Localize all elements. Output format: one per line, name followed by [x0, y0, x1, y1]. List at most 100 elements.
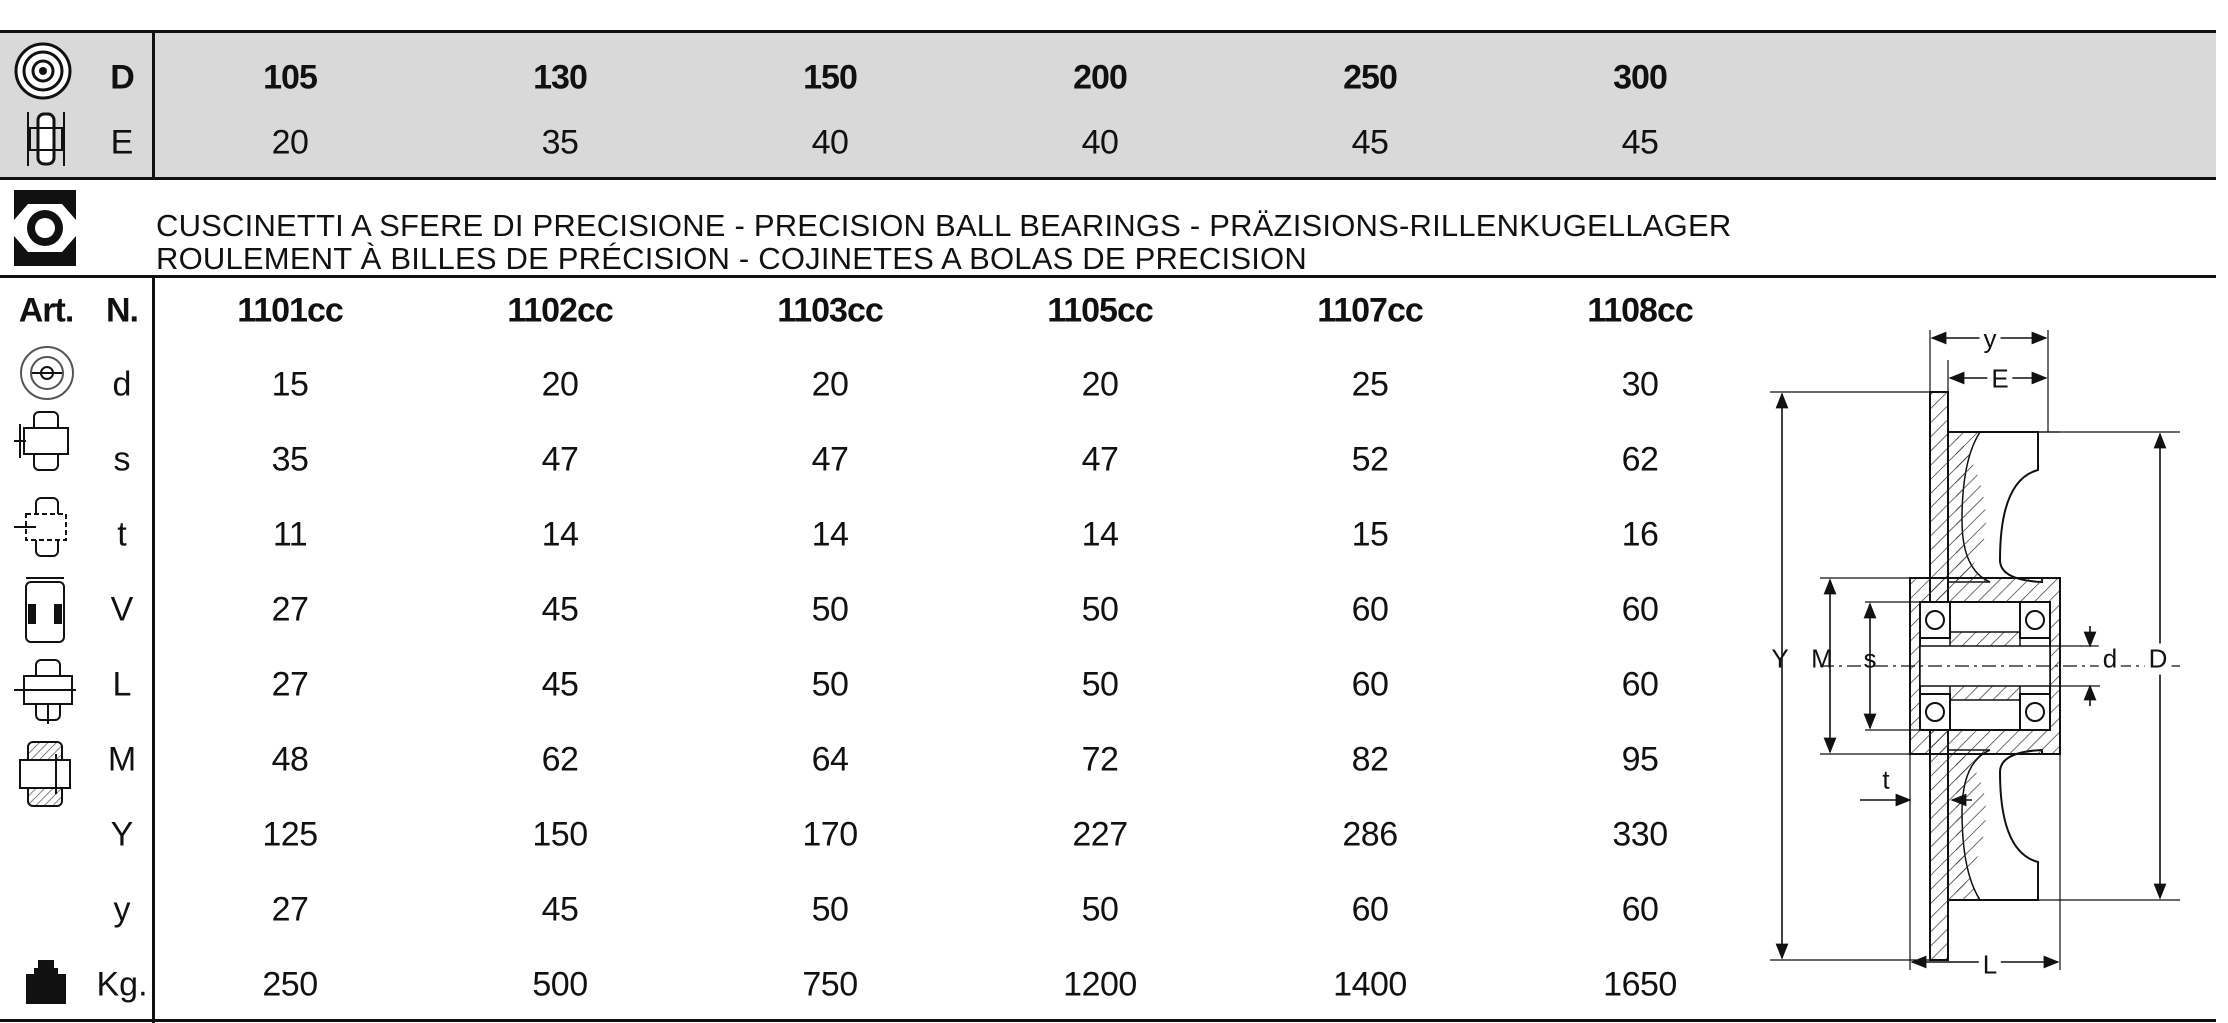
article-header: 1103cc	[777, 291, 884, 330]
table-cell: 20	[811, 365, 849, 404]
column-header-n: N.	[106, 291, 139, 330]
diagram-label-E: E	[1987, 363, 2013, 395]
table-cell: 95	[1621, 740, 1659, 779]
table-cell: 60	[1621, 665, 1659, 704]
table-cell: 47	[1081, 440, 1119, 479]
table-cell: 60	[1621, 590, 1659, 629]
table-cell: 15	[271, 365, 309, 404]
table-divider	[152, 278, 155, 1023]
table-cell: 250	[262, 965, 318, 1004]
row-label-M: M	[107, 740, 137, 779]
diagram-label-d: d	[2098, 643, 2122, 675]
header-cell: 20	[271, 123, 309, 162]
article-header: 1102cc	[507, 291, 614, 330]
table-cell: 1400	[1333, 965, 1407, 1004]
table-cell: 47	[541, 440, 579, 479]
table-cell: 52	[1351, 440, 1389, 479]
wheel-bore-icon	[20, 346, 74, 400]
header-cell: 45	[1351, 123, 1389, 162]
wheel-front-icon	[14, 42, 72, 100]
table-cell: 150	[532, 815, 588, 854]
table-cell: 45	[541, 590, 579, 629]
article-header: 1108cc	[1587, 291, 1694, 330]
table-cell: 50	[811, 590, 849, 629]
diagram-label-M: M	[1811, 643, 1833, 674]
diagram-label-s: s	[1863, 643, 1877, 674]
wheel-side-icon	[27, 112, 65, 166]
table-cell: 125	[262, 815, 318, 854]
wheel-cross-section-diagram	[1770, 330, 2180, 970]
row-label-t: t	[117, 515, 127, 554]
hub-length-icon	[14, 659, 76, 724]
table-cell: 1650	[1603, 965, 1677, 1004]
table-cell: 60	[1621, 890, 1659, 929]
article-header: 1101cc	[237, 291, 344, 330]
table-cell: 227	[1072, 815, 1128, 854]
header-label-E: E	[110, 123, 134, 162]
header-cell: 45	[1621, 123, 1659, 162]
hub-section-icon	[19, 741, 71, 807]
diagram-label-D: D	[2144, 643, 2172, 675]
table-cell: 64	[811, 740, 849, 779]
table-cell: 62	[1621, 440, 1659, 479]
table-cell: 25	[1351, 365, 1389, 404]
table-cell: 27	[271, 890, 309, 929]
row-label-L: L	[112, 665, 132, 704]
table-cell: 500	[532, 965, 588, 1004]
table-cell: 27	[271, 590, 309, 629]
table-cell: 60	[1351, 890, 1389, 929]
bearing-width-icon	[25, 577, 65, 643]
row-label-Y: Y	[110, 815, 134, 854]
header-divider	[152, 30, 155, 180]
table-cell: 330	[1612, 815, 1668, 854]
header-cell: 40	[811, 123, 849, 162]
row-label-Kg: Kg.	[96, 965, 148, 1004]
ball-bearing-icon	[14, 190, 76, 266]
row-label-y: y	[113, 890, 131, 929]
table-cell: 20	[1081, 365, 1119, 404]
table-cell: 47	[811, 440, 849, 479]
hub-offset-icon	[14, 497, 67, 557]
header-cell: 40	[1081, 123, 1119, 162]
header-cell: 130	[533, 58, 588, 97]
article-header: 1105cc	[1047, 291, 1154, 330]
table-cell: 35	[271, 440, 309, 479]
row-label-d: d	[112, 365, 132, 404]
header-cell: 250	[1343, 58, 1398, 97]
header-label-D: D	[110, 58, 135, 97]
table-cell: 15	[1351, 515, 1389, 554]
table-cell: 50	[1081, 890, 1119, 929]
table-cell: 60	[1351, 590, 1389, 629]
header-cell: 105	[263, 58, 318, 97]
row-label-s: s	[113, 440, 131, 479]
hub-diameter-icon	[14, 411, 69, 471]
table-cell: 72	[1081, 740, 1119, 779]
weight-icon	[26, 960, 66, 1004]
section-divider	[0, 275, 2216, 278]
table-cell: 62	[541, 740, 579, 779]
table-cell: 170	[802, 815, 858, 854]
row-label-V: V	[110, 590, 134, 629]
diagram-label-t: t	[1882, 764, 1890, 795]
section-title-line1: CUSCINETTI A SFERE DI PRECISIONE - PRECI…	[156, 208, 1732, 243]
diagram-label-y: y	[1979, 323, 2001, 355]
column-header-art: Art.	[18, 291, 75, 330]
table-cell: 82	[1351, 740, 1389, 779]
table-cell: 750	[802, 965, 858, 1004]
header-cell: 200	[1073, 58, 1128, 97]
table-cell: 30	[1621, 365, 1659, 404]
table-cell: 16	[1621, 515, 1659, 554]
header-cell: 150	[803, 58, 858, 97]
dimension-header-band	[0, 30, 2216, 180]
diagram-label-L: L	[1978, 949, 2002, 981]
table-cell: 27	[271, 665, 309, 704]
table-cell: 50	[1081, 665, 1119, 704]
diagram-label-Y: Y	[1771, 643, 1789, 674]
table-cell: 50	[811, 890, 849, 929]
table-cell: 14	[1081, 515, 1119, 554]
section-title-line2: ROULEMENT À BILLES DE PRÉCISION - COJINE…	[156, 241, 1307, 276]
header-cell: 300	[1613, 58, 1668, 97]
table-cell: 14	[811, 515, 849, 554]
table-cell: 50	[811, 665, 849, 704]
table-cell: 50	[1081, 590, 1119, 629]
